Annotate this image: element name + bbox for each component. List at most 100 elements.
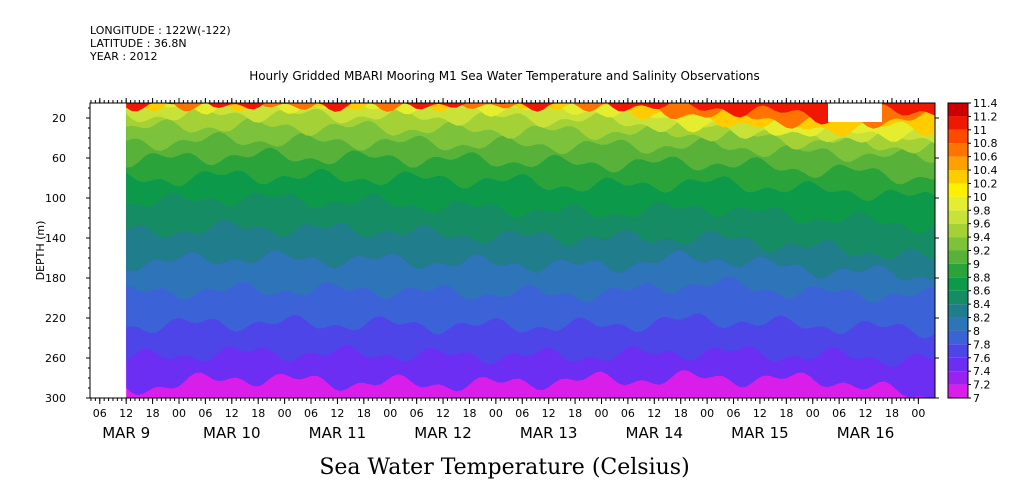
chart-title: Hourly Gridded MBARI Mooring M1 Sea Wate… — [249, 69, 760, 83]
colorbar-cell — [948, 143, 968, 157]
y-tick-label: 180 — [45, 272, 66, 285]
x-day-label: MAR 15 — [731, 424, 788, 442]
x-tick-label: 06 — [727, 407, 741, 420]
x-tick-label: 06 — [515, 407, 529, 420]
colorbar-label: 9.8 — [973, 204, 991, 217]
x-tick-label: 00 — [806, 407, 820, 420]
x-tick-label: 18 — [568, 407, 582, 420]
x-tick-label: 12 — [225, 407, 239, 420]
colorbar-cell — [948, 317, 968, 331]
y-tick-label: 20 — [52, 112, 66, 125]
x-tick-label: 00 — [594, 407, 608, 420]
colorbar-label: 8.8 — [973, 271, 991, 284]
colorbar-cell — [948, 116, 968, 130]
x-tick-label: 12 — [753, 407, 767, 420]
colorbar-cell — [948, 290, 968, 305]
colorbar-cell — [948, 250, 968, 264]
x-day-label: MAR 13 — [520, 424, 577, 442]
x-axis-title: Sea Water Temperature (Celsius) — [319, 455, 690, 480]
colorbar-cell — [948, 196, 968, 211]
plot-area — [126, 103, 935, 398]
x-tick-label: 18 — [885, 407, 899, 420]
colorbar-label: 10.6 — [973, 151, 998, 164]
colorbar-cell — [948, 103, 968, 117]
colorbar-label: 11.4 — [973, 97, 998, 110]
colorbar-label: 10.8 — [973, 137, 998, 150]
x-day-label: MAR 12 — [414, 424, 471, 442]
colorbar-cell — [948, 223, 968, 238]
y-tick-label: 260 — [45, 352, 66, 365]
colorbar-cell — [948, 344, 968, 358]
plot-frame — [89, 102, 936, 399]
colorbar-label: 11.2 — [973, 110, 998, 123]
x-day-label: MAR 11 — [309, 424, 366, 442]
colorbar-label: 8.4 — [973, 298, 991, 311]
colorbar-cell — [948, 263, 968, 278]
y-tick-label: 60 — [52, 152, 66, 165]
colorbar: 77.27.47.67.888.28.48.68.899.29.49.69.81… — [947, 97, 998, 405]
x-day-label: MAR 9 — [102, 424, 150, 442]
colorbar-label: 7.4 — [973, 365, 991, 378]
colorbar-label: 8 — [973, 325, 980, 338]
x-day-label: MAR 10 — [203, 424, 260, 442]
colorbar-label: 7.2 — [973, 379, 991, 392]
year-label: YEAR : 2012 — [90, 50, 158, 63]
colorbar-label: 9.2 — [973, 245, 991, 258]
x-tick-label: 18 — [357, 407, 371, 420]
x-day-label: MAR 14 — [626, 424, 683, 442]
contour-band-11 — [126, 103, 935, 125]
colorbar-label: 7.6 — [973, 352, 991, 365]
colorbar-label: 8.2 — [973, 312, 991, 325]
colorbar-cell — [948, 170, 968, 184]
colorbar-cell — [948, 371, 968, 385]
colorbar-cell — [948, 156, 968, 171]
x-tick-label: 00 — [383, 407, 397, 420]
y-tick-label: 100 — [45, 192, 66, 205]
x-tick-label: 06 — [832, 407, 846, 420]
x-day-label: MAR 16 — [837, 424, 894, 442]
x-tick-label: 12 — [859, 407, 873, 420]
x-tick-label: 12 — [436, 407, 450, 420]
x-tick-label: 18 — [251, 407, 265, 420]
x-tick-label: 12 — [119, 407, 133, 420]
x-tick-label: 18 — [146, 407, 160, 420]
x-tick-label: 06 — [93, 407, 107, 420]
x-tick-label: 00 — [700, 407, 714, 420]
colorbar-label: 9.4 — [973, 231, 991, 244]
x-tick-label: 06 — [198, 407, 212, 420]
x-tick-label: 18 — [779, 407, 793, 420]
x-tick-label: 00 — [172, 407, 186, 420]
y-axis-title: DEPTH (m) — [34, 221, 47, 281]
x-tick-label: 12 — [647, 407, 661, 420]
colorbar-label: 10.2 — [973, 177, 998, 190]
colorbar-label: 11 — [973, 124, 987, 137]
x-tick-label: 00 — [911, 407, 925, 420]
colorbar-label: 8.6 — [973, 285, 991, 298]
missing-data-patch — [828, 103, 882, 122]
x-tick-label: 00 — [489, 407, 503, 420]
y-tick-label: 140 — [45, 232, 66, 245]
colorbar-label: 10.4 — [973, 164, 998, 177]
x-tick-label: 06 — [621, 407, 635, 420]
latitude-label: LATITUDE : 36.8N — [90, 37, 187, 50]
longitude-label: LONGITUDE : 122W(-122) — [90, 24, 231, 37]
y-tick-label: 300 — [45, 392, 66, 405]
colorbar-cell — [948, 237, 968, 251]
axes: 20 60 100 140 180 220 260 300 DEPTH (m) 06 12 18 00 0… — [34, 98, 939, 442]
x-tick-label: 06 — [410, 407, 424, 420]
colorbar-label: 10 — [973, 191, 987, 204]
colorbar-cell — [948, 357, 968, 372]
colorbar-label: 7.8 — [973, 338, 991, 351]
x-tick-label: 12 — [330, 407, 344, 420]
x-tick-label: 18 — [462, 407, 476, 420]
colorbar-label: 7 — [973, 392, 980, 405]
y-tick-label: 220 — [45, 312, 66, 325]
colorbar-cell — [948, 129, 968, 144]
x-tick-label: 12 — [542, 407, 556, 420]
colorbar-cell — [948, 304, 968, 318]
colorbar-label: 9.6 — [973, 218, 991, 231]
colorbar-cell — [948, 277, 968, 291]
x-tick-label: 18 — [674, 407, 688, 420]
colorbar-cell — [948, 384, 968, 398]
